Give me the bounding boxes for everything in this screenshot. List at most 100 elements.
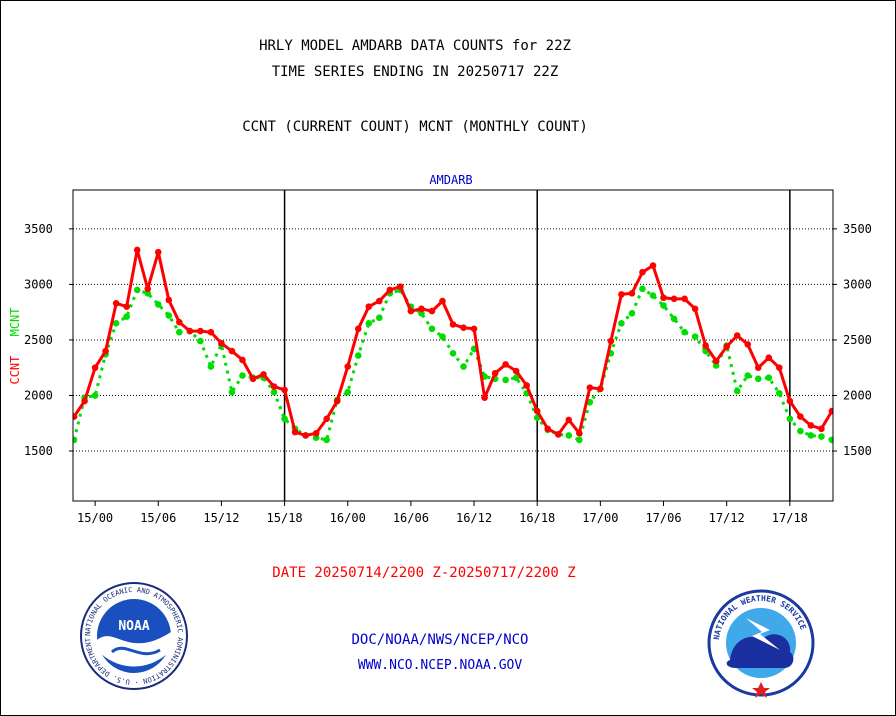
data-point-ccnt	[797, 413, 804, 420]
svg-text:CCNT MCNT: CCNT MCNT	[8, 307, 22, 384]
data-point-mcnt	[228, 388, 236, 396]
y-axis-label: CCNT MCNT	[8, 307, 22, 384]
plot-title: AMDARB	[429, 173, 472, 187]
data-point-mcnt	[154, 301, 162, 308]
footer-website: WWW.NCO.NCEP.NOAA.GOV	[357, 658, 523, 673]
data-point-ccnt	[723, 343, 730, 350]
x-tick-label: 15/06	[140, 511, 176, 525]
footer-organization: DOC/NOAA/NWS/NCEP/NCO	[351, 632, 529, 648]
data-point-mcnt	[776, 389, 783, 397]
y-tick-label-left: 2000	[24, 388, 53, 402]
data-point-mcnt	[428, 325, 436, 333]
data-point-mcnt	[197, 337, 204, 345]
data-point-ccnt	[186, 327, 194, 335]
data-point-ccnt	[133, 246, 141, 254]
data-point-mcnt	[133, 286, 141, 294]
data-point-ccnt	[576, 429, 583, 437]
data-point-ccnt	[691, 305, 699, 313]
data-point-ccnt	[207, 328, 215, 336]
data-point-mcnt	[765, 374, 773, 382]
data-point-ccnt	[460, 324, 467, 332]
data-point-ccnt	[681, 295, 688, 303]
data-point-ccnt	[512, 367, 520, 375]
data-point-mcnt	[354, 352, 362, 359]
data-point-ccnt	[439, 297, 446, 305]
data-point-ccnt	[386, 286, 394, 294]
data-point-mcnt	[649, 292, 657, 299]
data-point-mcnt	[733, 387, 741, 395]
data-point-mcnt	[376, 314, 383, 322]
data-point-mcnt	[670, 315, 678, 323]
data-point-ccnt	[786, 397, 794, 405]
data-point-ccnt	[744, 341, 752, 348]
data-point-mcnt	[828, 436, 833, 444]
data-point-mcnt	[239, 372, 246, 379]
x-tick-label: 17/00	[582, 511, 618, 525]
data-point-ccnt	[565, 416, 573, 424]
data-point-ccnt	[586, 384, 594, 392]
x-tick-label: 17/12	[709, 511, 745, 525]
series-line-ccnt	[73, 248, 833, 437]
y-axis-label-mcnt: MCNT	[8, 307, 22, 336]
data-point-ccnt	[302, 432, 309, 439]
data-point-mcnt	[323, 436, 330, 444]
data-point-mcnt	[818, 433, 825, 440]
data-point-ccnt	[470, 325, 478, 333]
data-point-ccnt	[449, 321, 457, 328]
x-tick-label: 15/12	[203, 511, 239, 525]
data-point-mcnt	[270, 388, 278, 396]
data-point-mcnt	[618, 319, 625, 327]
data-point-ccnt	[733, 332, 741, 339]
data-point-ccnt	[291, 428, 299, 436]
data-point-ccnt	[91, 364, 99, 372]
data-point-ccnt	[807, 422, 815, 429]
date-range-label: DATE 20250714/2200 Z-20250717/2200 Z	[272, 565, 576, 581]
data-point-mcnt	[576, 436, 583, 444]
data-point-ccnt	[597, 385, 604, 393]
data-point-mcnt	[439, 333, 446, 340]
chart-subtitle: CCNT (CURRENT COUNT) MCNT (MONTHLY COUNT…	[242, 119, 588, 135]
data-point-mcnt	[660, 302, 667, 309]
x-tick-label: 15/18	[267, 511, 303, 525]
data-point-ccnt	[649, 262, 657, 269]
data-point-mcnt	[365, 319, 373, 327]
data-point-mcnt	[681, 328, 688, 336]
data-point-mcnt	[786, 415, 794, 423]
data-point-ccnt	[270, 383, 278, 390]
data-point-ccnt	[260, 371, 267, 378]
data-point-ccnt	[544, 425, 552, 433]
data-point-ccnt	[660, 294, 667, 302]
data-point-ccnt	[176, 318, 183, 326]
data-point-mcnt	[112, 319, 120, 327]
data-point-ccnt	[81, 397, 88, 405]
y-axis-label-ccnt: CCNT	[8, 356, 22, 385]
chart-title-line2: TIME SERIES ENDING IN 20250717 22Z	[271, 64, 559, 80]
data-point-ccnt	[218, 339, 225, 347]
data-point-ccnt	[639, 268, 646, 276]
data-point-ccnt	[154, 248, 162, 256]
y-tick-label-right: 3500	[843, 222, 872, 236]
data-point-mcnt	[565, 432, 573, 439]
data-point-ccnt	[628, 289, 636, 297]
data-point-ccnt	[670, 295, 678, 303]
y-tick-label-right: 1500	[843, 444, 872, 458]
data-point-mcnt	[460, 363, 467, 370]
data-point-ccnt	[249, 375, 257, 383]
y-tick-label-left: 1500	[24, 444, 53, 458]
data-point-mcnt	[502, 376, 509, 384]
data-point-ccnt	[754, 364, 762, 372]
data-point-ccnt	[618, 291, 625, 298]
data-point-ccnt	[397, 283, 404, 290]
data-point-ccnt	[344, 363, 352, 370]
data-point-ccnt	[239, 356, 246, 364]
data-point-ccnt	[818, 425, 825, 433]
data-point-ccnt	[144, 285, 152, 293]
y-tick-label-left: 3500	[24, 222, 53, 236]
data-point-ccnt	[281, 386, 288, 394]
data-point-ccnt	[607, 337, 615, 345]
x-tick-label: 16/00	[330, 511, 366, 525]
x-tick-label: 15/00	[77, 511, 113, 525]
data-point-ccnt	[165, 296, 173, 304]
data-point-mcnt	[91, 392, 99, 399]
chart-title-line1: HRLY MODEL AMDARB DATA COUNTS for 22Z	[259, 38, 571, 54]
